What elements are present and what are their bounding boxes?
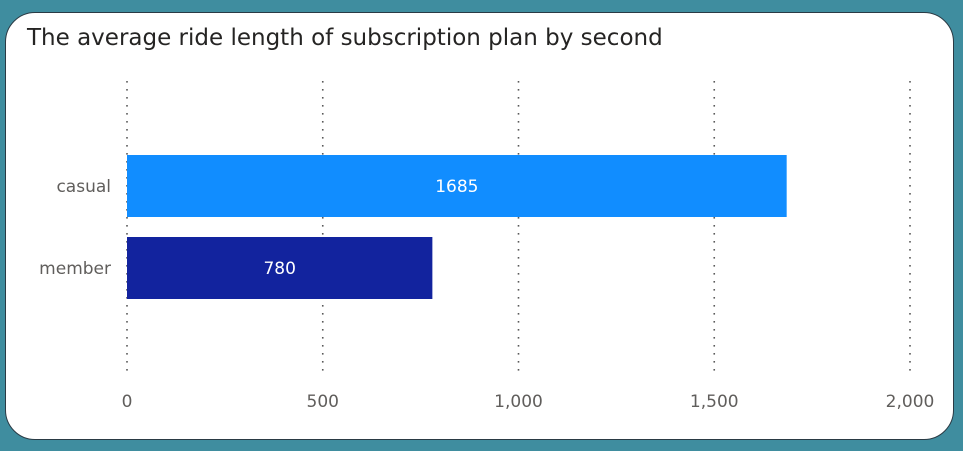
x-tick-label: 500 bbox=[307, 392, 339, 412]
bars bbox=[127, 155, 787, 299]
x-tick-label: 2,000 bbox=[886, 392, 935, 412]
x-tick-label: 1,500 bbox=[690, 392, 739, 412]
category-label: casual bbox=[56, 177, 111, 197]
chart-card: The average ride length of subscription … bbox=[5, 12, 954, 440]
gridlines bbox=[126, 81, 911, 377]
data-label: 1685 bbox=[435, 177, 478, 197]
x-tick-label: 1,000 bbox=[494, 392, 543, 412]
category-label: member bbox=[39, 259, 111, 279]
x-tick-label: 0 bbox=[122, 392, 133, 412]
bar-chart-plot: 0 500 1,000 1,500 2,000 casual 1685 member 780 bbox=[39, 81, 934, 412]
data-label: 780 bbox=[263, 259, 295, 279]
bar-casual[interactable] bbox=[127, 155, 787, 217]
labels: 0 500 1,000 1,500 2,000 casual 1685 member 780 bbox=[39, 177, 934, 412]
bar-member[interactable] bbox=[127, 237, 433, 299]
chart-title: The average ride length of subscription … bbox=[27, 25, 663, 51]
